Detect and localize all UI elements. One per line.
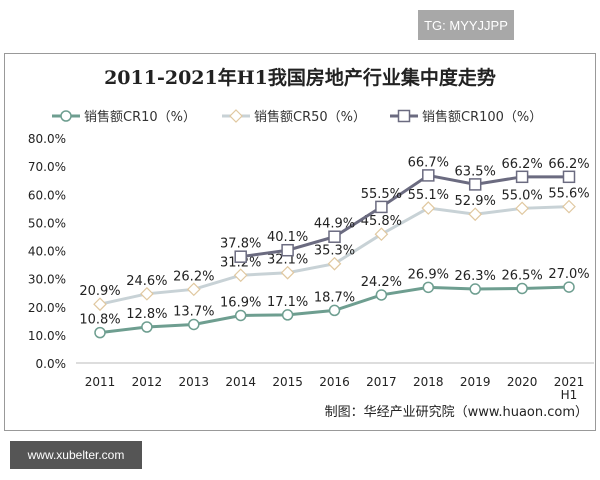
data-point	[140, 286, 154, 301]
data-label: 55.1%	[408, 188, 449, 203]
tg-badge: TG: MYYJJPP	[418, 10, 514, 40]
data-label: 26.2%	[173, 269, 214, 284]
data-point	[562, 199, 576, 214]
chart-title: 2011-2021年H1我国房地产行业集中度走势	[104, 66, 496, 89]
data-point	[516, 282, 528, 295]
x-tick-label: 2019	[460, 375, 491, 389]
data-point	[94, 326, 106, 339]
data-label: 66.2%	[501, 157, 542, 172]
data-label: 18.7%	[314, 290, 355, 305]
data-label: 13.7%	[173, 304, 214, 319]
data-label: 55.0%	[501, 188, 542, 203]
x-tick-label: 2013	[179, 375, 210, 389]
y-tick-label: 0.0%	[36, 357, 67, 371]
data-point	[234, 309, 247, 322]
data-point	[469, 283, 481, 295]
data-label: 24.6%	[126, 274, 167, 289]
data-point	[421, 201, 436, 215]
x-tick-label: 2017	[366, 375, 397, 389]
data-label: 37.8%	[220, 237, 261, 252]
data-point	[562, 170, 576, 184]
y-tick-label: 40.0%	[28, 245, 66, 259]
data-label: 26.3%	[455, 269, 496, 284]
data-point	[375, 289, 388, 301]
data-point	[374, 227, 389, 242]
series-line-3	[240, 173, 569, 259]
data-label: 26.5%	[501, 268, 542, 283]
data-point	[468, 178, 482, 191]
data-point	[515, 170, 529, 184]
data-point	[327, 256, 342, 271]
data-point	[281, 243, 294, 257]
legend-marker	[397, 109, 411, 123]
data-label: 32.1%	[267, 253, 308, 268]
data-label: 63.5%	[455, 164, 496, 179]
legend-marker	[60, 110, 72, 122]
data-point	[234, 250, 247, 263]
x-tick-label: H1	[561, 388, 578, 402]
data-label: 35.3%	[314, 244, 355, 259]
data-point	[563, 281, 575, 293]
x-tick-label: 2012	[132, 375, 163, 389]
y-tick-label: 10.0%	[28, 329, 66, 343]
data-label: 26.9%	[408, 267, 449, 282]
data-point	[141, 321, 153, 333]
data-label: 17.1%	[267, 295, 308, 310]
data-point	[188, 318, 200, 331]
data-label: 24.2%	[361, 275, 402, 290]
legend-marker	[229, 109, 243, 123]
data-point	[328, 230, 341, 243]
data-point	[328, 304, 341, 317]
data-point	[186, 282, 201, 297]
legend-label-2: 销售额CR50（%）	[254, 109, 366, 125]
x-tick-label: 2018	[413, 375, 444, 389]
site-watermark: www.xubelter.com	[10, 441, 142, 469]
y-tick-label: 30.0%	[28, 273, 66, 287]
data-label: 55.5%	[361, 187, 402, 202]
data-label: 12.8%	[126, 307, 167, 322]
x-tick-label: 2016	[319, 375, 350, 389]
data-point	[93, 297, 107, 312]
data-label: 44.9%	[314, 217, 355, 232]
y-tick-label: 70.0%	[28, 160, 66, 174]
legend-label-1: 销售额CR10（%）	[84, 109, 196, 125]
data-label: 20.9%	[79, 284, 120, 299]
data-point	[468, 207, 483, 222]
data-label: 27.0%	[548, 267, 589, 282]
data-point	[422, 281, 435, 294]
x-tick-label: 2021	[554, 375, 585, 389]
chart-frame	[4, 53, 596, 431]
data-point	[280, 265, 295, 280]
data-point	[375, 200, 388, 214]
data-point	[422, 169, 435, 182]
data-label: 66.2%	[548, 157, 589, 172]
data-label: 66.7%	[408, 155, 449, 170]
data-label: 45.8%	[361, 214, 402, 229]
data-label: 16.9%	[220, 295, 261, 310]
x-tick-label: 2011	[85, 375, 116, 389]
legend-label-3: 销售额CR100（%）	[422, 109, 542, 125]
y-tick-label: 60.0%	[28, 188, 66, 202]
y-tick-label: 80.0%	[28, 132, 66, 146]
data-label: 40.1%	[267, 230, 308, 245]
data-label: 10.8%	[79, 313, 120, 328]
y-tick-label: 50.0%	[28, 216, 66, 230]
x-tick-label: 2015	[272, 375, 303, 389]
x-tick-label: 2014	[225, 375, 256, 389]
data-point	[281, 309, 294, 321]
data-label: 52.9%	[455, 194, 496, 209]
data-point	[515, 201, 529, 216]
y-tick-label: 20.0%	[28, 301, 66, 315]
source-note: 制图：华经产业研究院（www.huaon.com）	[325, 405, 588, 420]
data-point	[233, 268, 248, 283]
data-label: 55.6%	[548, 187, 589, 202]
x-tick-label: 2020	[507, 375, 538, 389]
